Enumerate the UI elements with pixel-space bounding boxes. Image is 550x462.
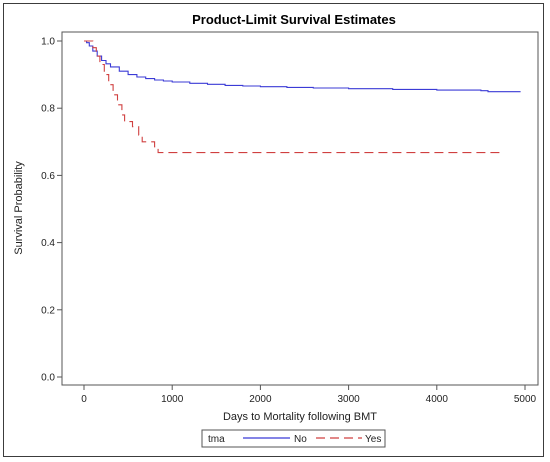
legend-box (201, 429, 386, 448)
y-tick-label: 0.8 (41, 104, 55, 115)
series-line-no (84, 40, 521, 93)
legend: tma No Yes (201, 429, 386, 448)
x-tick-label: 0 (81, 394, 87, 405)
x-tick-label: 2000 (249, 394, 272, 405)
legend-entry-yes: Yes (365, 434, 381, 445)
series-line-yes (84, 40, 503, 154)
y-tick-label: 1.0 (41, 37, 55, 48)
legend-title: tma (208, 434, 225, 445)
x-axis-label: Days to Mortality following BMT (223, 411, 377, 423)
y-tick-label: 0.4 (41, 238, 55, 249)
x-tick-label: 5000 (514, 394, 537, 405)
x-tick-label: 3000 (337, 394, 360, 405)
x-tick-label: 1000 (161, 394, 184, 405)
plot-area (61, 31, 539, 386)
chart-title: Product-Limit Survival Estimates (192, 12, 396, 27)
y-axis-label: Survival Probability (13, 161, 25, 255)
y-tick-label: 0.2 (41, 305, 55, 316)
y-axis: 0.0 0.2 0.4 0.6 0.8 1.0 (41, 37, 62, 384)
legend-entry-no: No (294, 434, 307, 445)
chart-frame (3, 3, 544, 457)
y-tick-label: 0.0 (41, 373, 55, 384)
y-tick-label: 0.6 (41, 171, 55, 182)
x-tick-label: 4000 (426, 394, 449, 405)
series-layer (84, 40, 521, 154)
x-axis: 0 1000 2000 3000 4000 5000 (81, 385, 537, 405)
